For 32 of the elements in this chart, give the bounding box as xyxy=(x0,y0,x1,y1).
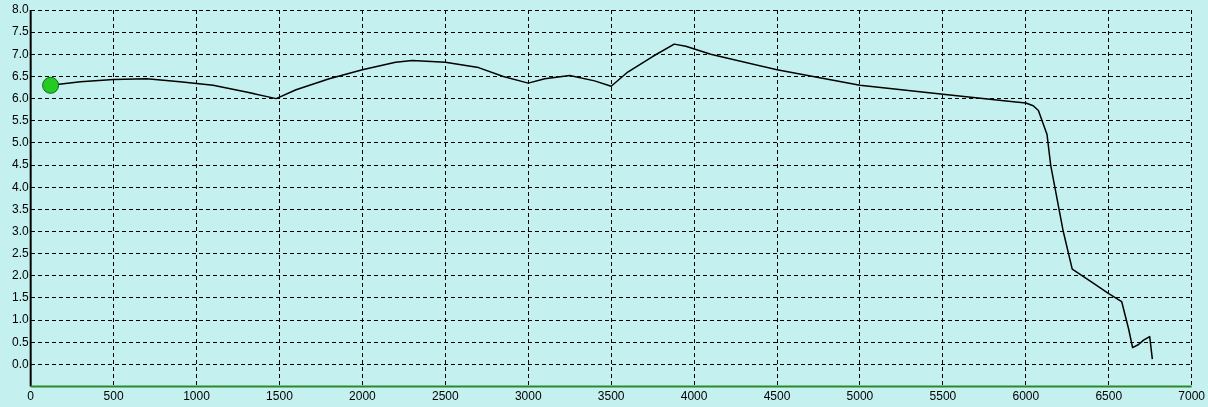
y-tick-label: 0.5 xyxy=(11,334,29,349)
x-tick-label: 3000 xyxy=(514,389,542,404)
y-tick-label: 4.0 xyxy=(11,179,29,194)
x-tick-label: 7000 xyxy=(1178,389,1206,404)
y-tick-label: 2.5 xyxy=(11,245,29,260)
y-tick-label: 2.0 xyxy=(11,268,29,283)
x-tick-label: 2500 xyxy=(431,389,459,404)
y-tick-label: 5.5 xyxy=(11,113,29,128)
y-tick-label: 1.5 xyxy=(11,290,29,305)
x-tick-label: 3500 xyxy=(597,389,625,404)
y-tick-label: 6.5 xyxy=(11,68,29,83)
y-tick-label: 8.0 xyxy=(11,2,29,17)
y-tick-label: 0.0 xyxy=(11,356,29,371)
y-tick-label: 5.0 xyxy=(11,135,29,150)
x-tick-label: 6500 xyxy=(1095,389,1123,404)
y-tick-label: 6.0 xyxy=(11,90,29,105)
y-tick-label: 4.5 xyxy=(11,157,29,172)
x-tick-label: 500 xyxy=(103,389,124,404)
x-tick-label: 4500 xyxy=(763,389,791,404)
x-tick-label: 2000 xyxy=(349,389,377,404)
x-tick-label: 1500 xyxy=(266,389,294,404)
y-tick-label: 3.5 xyxy=(11,201,29,216)
x-tick-label: 1000 xyxy=(183,389,211,404)
y-tick-label: 1.0 xyxy=(11,312,29,327)
y-tick-label: 7.0 xyxy=(11,46,29,61)
x-tick-label: 0 xyxy=(27,389,35,404)
y-tick-label: 3.0 xyxy=(11,223,29,238)
y-tick-label: 7.5 xyxy=(11,24,29,39)
x-tick-label: 6000 xyxy=(1012,389,1040,404)
x-tick-label: 5000 xyxy=(846,389,874,404)
x-tick-label: 5500 xyxy=(929,389,957,404)
x-tick-label: 4000 xyxy=(680,389,708,404)
